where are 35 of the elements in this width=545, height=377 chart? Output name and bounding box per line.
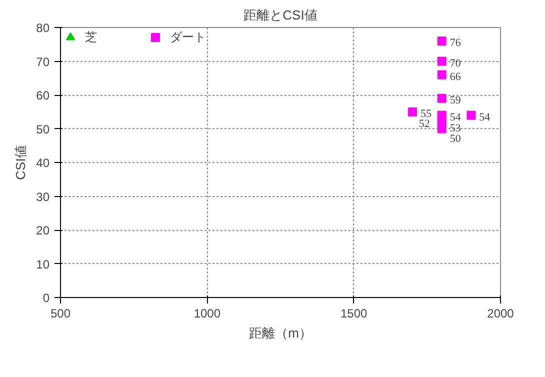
x-tick-label: 1500 [340,306,368,320]
data-label: 55 [420,108,432,120]
x-tick-label: 1000 [194,306,221,320]
x-tick-label: 500 [50,306,71,320]
point [437,70,446,80]
data-label: 59 [450,94,462,106]
data-label: 50 [450,132,462,145]
point [437,94,446,103]
y-tick-label: 20 [36,224,50,238]
data-label: 70 [450,57,462,70]
y-tick-label: 0 [42,291,50,305]
y-tick-label: 30 [36,190,50,204]
y-tick-label: 80 [36,21,50,35]
chart-title: 距離とCSI値 [244,8,318,22]
point [437,36,446,46]
data-label: 52 [418,118,430,130]
y-tick-label: 50 [36,122,50,136]
x-tick-label: 2000 [487,306,514,320]
y-tick-label: 60 [36,88,50,102]
x-axis-title: 距離（m） [249,326,312,340]
point [466,110,476,120]
data-label: 66 [450,70,462,83]
data-label: 76 [450,37,462,49]
point [437,124,446,134]
y-tick-label: 40 [36,156,50,170]
data-label: 54 [450,111,462,124]
data-label: 54 [479,111,491,124]
y-axis-title: CSI値 [13,145,28,180]
y-tick-label: 10 [36,257,50,272]
y-tick-label: 70 [36,54,50,69]
legend-label: 芝 [85,28,98,46]
data-label: 53 [450,122,462,135]
legend-label: ダート [170,28,206,46]
point [408,107,417,116]
point [437,56,446,66]
